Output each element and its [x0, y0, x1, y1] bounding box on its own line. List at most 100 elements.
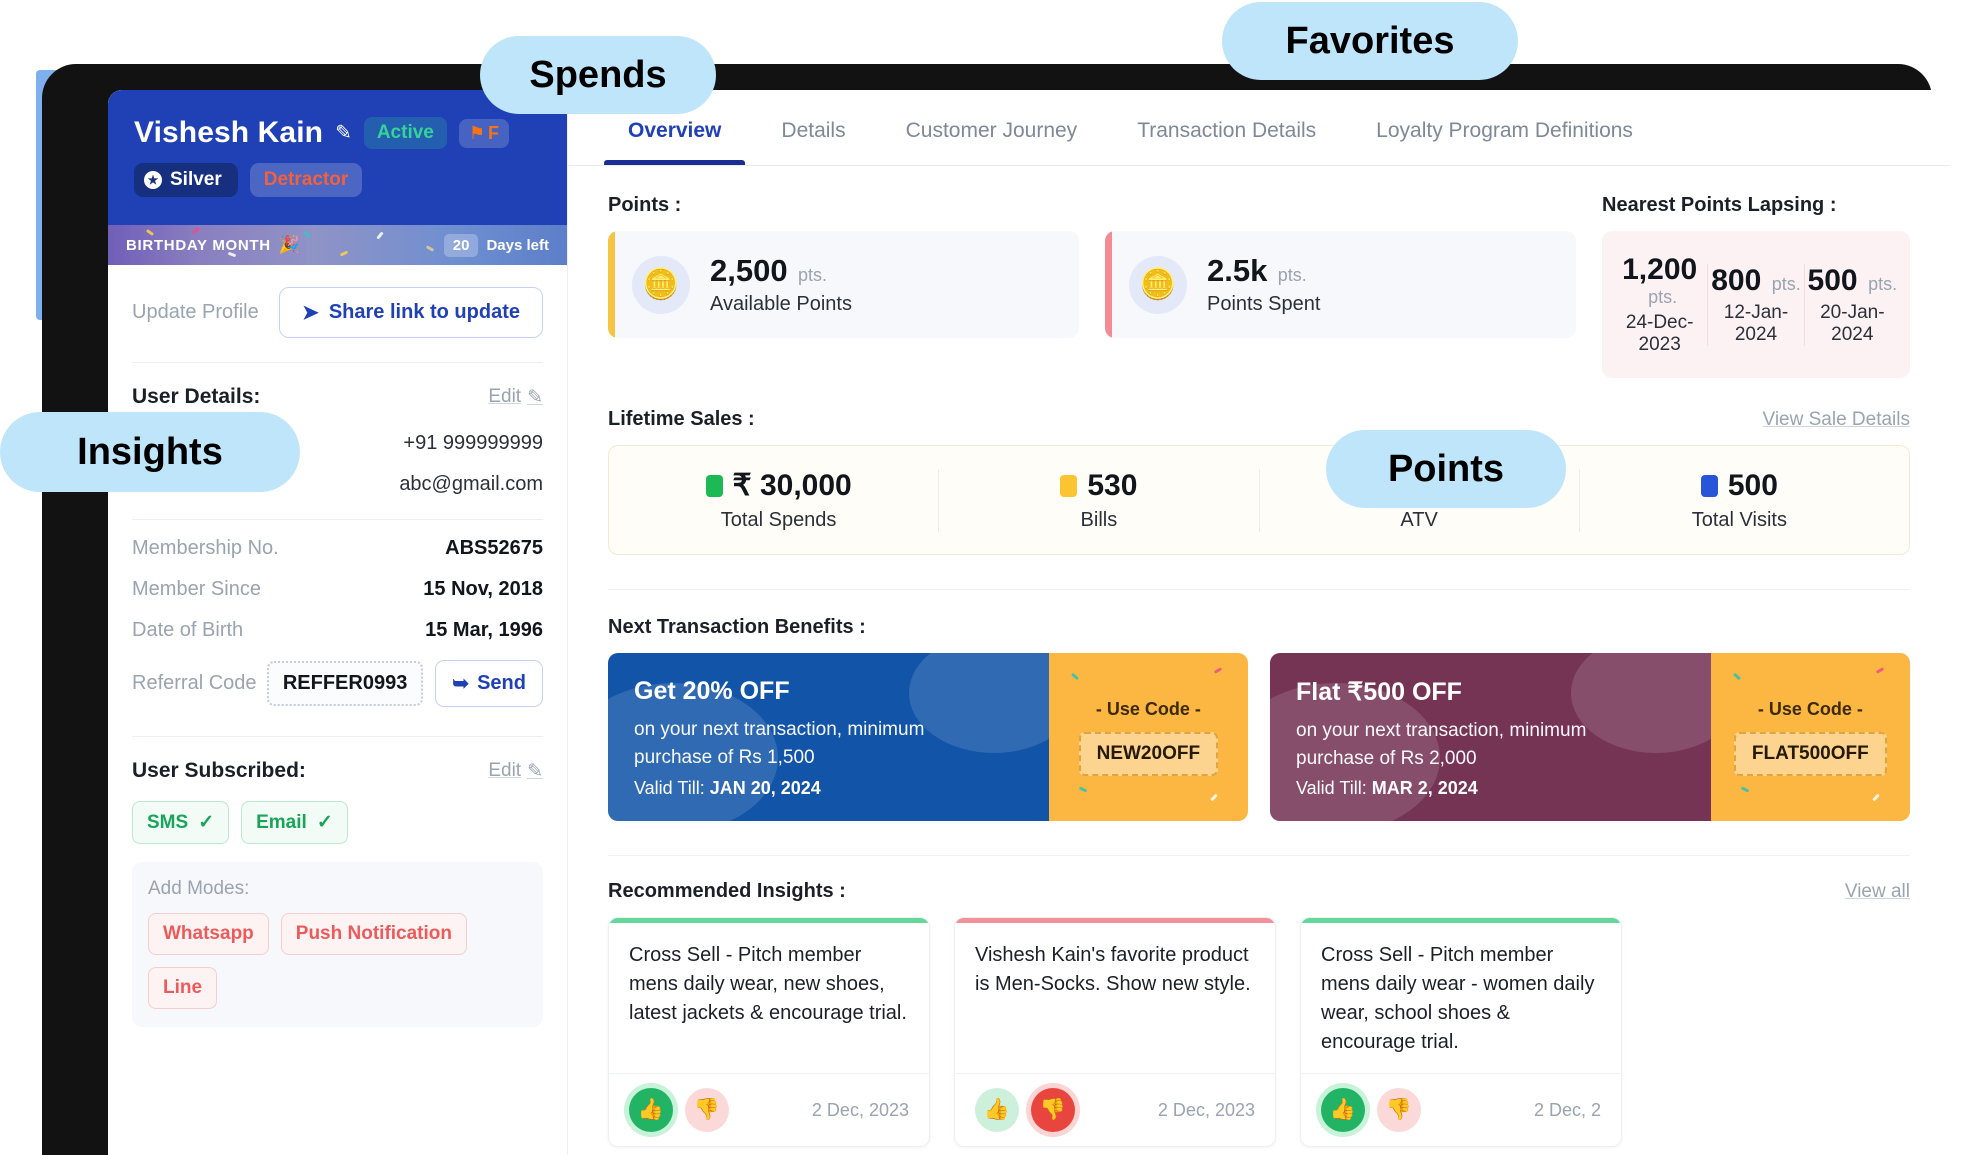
tab-details[interactable]: Details	[781, 119, 846, 142]
birthday-label: BIRTHDAY MONTH	[126, 236, 271, 254]
view-sale-details-link[interactable]: View Sale Details	[1762, 408, 1910, 430]
thumbs-down-icon[interactable]: 👎	[1031, 1088, 1075, 1132]
benefit-validity-date: MAR 2, 2024	[1371, 778, 1478, 798]
points-label: Available Points	[710, 293, 852, 315]
referral-code-value[interactable]: REFFER0993	[266, 661, 424, 706]
color-swatch-icon	[1700, 474, 1718, 497]
sales-item-total-visits: 500 Total Visits	[1578, 468, 1899, 532]
insight-feedback-buttons: 👍 👎	[975, 1088, 1075, 1132]
points-unit: pts.	[798, 265, 828, 285]
subscribed-chip-label: Email	[256, 811, 307, 833]
insight-card[interactable]: Vishesh Kain's favorite product is Men-S…	[954, 917, 1276, 1147]
callout-insights: Insights	[0, 412, 300, 492]
lapsing-item: 500 pts. 20-Jan-2024	[1803, 263, 1900, 346]
detail-key: Member Since	[132, 578, 261, 600]
lapsing-value: 1,200	[1622, 253, 1698, 286]
subscribed-chip-sms[interactable]: SMS ✓	[132, 801, 230, 844]
benefit-card-flat-500-off[interactable]: Flat ₹500 OFF on your next transaction, …	[1270, 653, 1910, 821]
thumbs-up-icon[interactable]: 👍	[975, 1088, 1019, 1132]
birthday-days-group: 20 Days left	[443, 233, 549, 257]
recommended-insights-header: Recommended Insights : View all	[608, 880, 1910, 903]
user-details-title: User Details:	[132, 385, 261, 408]
sales-value: 530	[1087, 468, 1138, 502]
sales-label: ATV	[1400, 508, 1438, 531]
benefit-validity: Valid Till: MAR 2, 2024	[1296, 778, 1478, 799]
overview-content: Points : 🪙 2,500 pts.	[568, 166, 1950, 1147]
promo-code-value[interactable]: FLAT500OFF	[1733, 731, 1887, 776]
points-cards: 🪙 2,500 pts. Available Points	[608, 231, 1576, 338]
user-subscribed-title: User Subscribed:	[132, 759, 306, 782]
add-mode-line[interactable]: Line	[148, 967, 218, 1009]
benefit-title: Get 20% OFF	[634, 677, 790, 705]
use-code-label: - Use Code -	[1095, 698, 1201, 719]
thumbs-down-icon[interactable]: 👎	[1377, 1088, 1421, 1132]
thumbs-up-icon[interactable]: 👍	[1321, 1088, 1365, 1132]
next-transaction-benefits-section: Next Transaction Benefits : Get 20% OFF …	[608, 616, 1910, 821]
send-referral-button[interactable]: ➥ Send	[435, 660, 543, 707]
tab-loyalty-program-definitions[interactable]: Loyalty Program Definitions	[1376, 119, 1633, 142]
insight-text: Cross Sell - Pitch member mens daily wea…	[1321, 944, 1595, 1053]
points-section-label: Points :	[608, 194, 682, 216]
insight-accent-bar	[609, 918, 929, 923]
subscribed-chip-email[interactable]: Email ✓	[241, 801, 348, 844]
detail-key: Referral Code	[132, 672, 257, 694]
favorite-flag-badge[interactable]: ⚑ F	[458, 118, 509, 148]
lifetime-sales-header: Lifetime Sales : View Sale Details	[608, 408, 1910, 431]
tab-overview[interactable]: Overview	[598, 115, 752, 165]
benefits-section-label: Next Transaction Benefits :	[608, 616, 866, 638]
thumbs-down-icon[interactable]: 👎	[685, 1088, 729, 1132]
flag-icon: ⚑	[468, 123, 485, 143]
profile-panel: Vishesh Kain ✎ Active ⚑ F ★ Silver	[108, 90, 568, 1155]
insight-card[interactable]: Cross Sell - Pitch member mens daily wea…	[1300, 917, 1622, 1147]
insight-feedback-buttons: 👍 👎	[629, 1088, 729, 1132]
tab-customer-journey[interactable]: Customer Journey	[905, 119, 1078, 142]
insight-date: 2 Dec, 2	[1533, 1099, 1601, 1120]
insight-date: 2 Dec, 2023	[811, 1099, 909, 1120]
pencil-icon[interactable]: ✎	[335, 122, 352, 144]
divider	[132, 519, 543, 520]
birthday-days-count: 20	[443, 233, 479, 257]
tier-label: Silver	[170, 169, 222, 190]
divider	[132, 736, 543, 737]
add-mode-push-notification[interactable]: Push Notification	[280, 913, 468, 955]
lapsing-value-row: 1,200 pts.	[1612, 253, 1707, 308]
detail-row-email: abc@gmail.com	[132, 464, 543, 505]
lapsing-unit: pts.	[1648, 287, 1678, 307]
detail-value: 15 Nov, 2018	[423, 578, 543, 600]
points-value: 2,500	[710, 253, 788, 288]
lifetime-sales-section: Lifetime Sales : View Sale Details ₹ 30,…	[608, 408, 1910, 555]
insight-footer: 👍 👎 2 Dec, 2	[1301, 1073, 1621, 1146]
pencil-icon: ✎	[527, 386, 543, 408]
add-modes-panel: Add Modes: Whatsapp Push Notification Li…	[132, 862, 543, 1027]
benefit-description-side: Flat ₹500 OFF on your next transaction, …	[1270, 653, 1711, 821]
color-swatch-icon	[705, 474, 723, 497]
insight-card[interactable]: Cross Sell - Pitch member mens daily wea…	[608, 917, 930, 1147]
birthday-days-text: Days left	[486, 236, 549, 254]
sales-value-row: ₹ 30,000	[619, 468, 938, 503]
section-divider	[608, 589, 1910, 590]
subscribed-channels: SMS ✓ Email ✓	[132, 797, 543, 844]
share-link-button[interactable]: ➤ Share link to update	[279, 287, 543, 338]
edit-user-details-link[interactable]: Edit ✎	[488, 386, 543, 409]
points-value: 2.5k	[1207, 253, 1268, 288]
section-divider	[608, 855, 1910, 856]
card-accent-bar	[608, 231, 615, 338]
edit-subscriptions-link[interactable]: Edit ✎	[488, 760, 543, 783]
view-all-link[interactable]: View all	[1844, 880, 1910, 902]
thumbs-up-icon[interactable]: 👍	[629, 1088, 673, 1132]
points-label: Points Spent	[1207, 293, 1321, 315]
benefit-validity-prefix: Valid Till:	[634, 778, 710, 798]
tab-transaction-details[interactable]: Transaction Details	[1137, 119, 1317, 142]
sales-value: ₹ 30,000	[732, 469, 852, 502]
insight-date: 2 Dec, 2023	[1157, 1099, 1255, 1120]
promo-code-value[interactable]: NEW20OFF	[1078, 731, 1219, 776]
add-mode-whatsapp[interactable]: Whatsapp	[148, 913, 269, 955]
points-and-lapsing-section: Points : 🪙 2,500 pts.	[608, 194, 1910, 378]
detail-key: Date of Birth	[132, 619, 244, 641]
benefit-card-20-off[interactable]: Get 20% OFF on your next transaction, mi…	[608, 653, 1248, 821]
sales-value-row: 530	[939, 469, 1258, 503]
lapsing-date: 24-Dec-2023	[1625, 312, 1694, 355]
recommended-insights-section: Recommended Insights : View all Cross Se…	[608, 880, 1910, 1147]
detail-value: ABS52675	[445, 537, 543, 559]
